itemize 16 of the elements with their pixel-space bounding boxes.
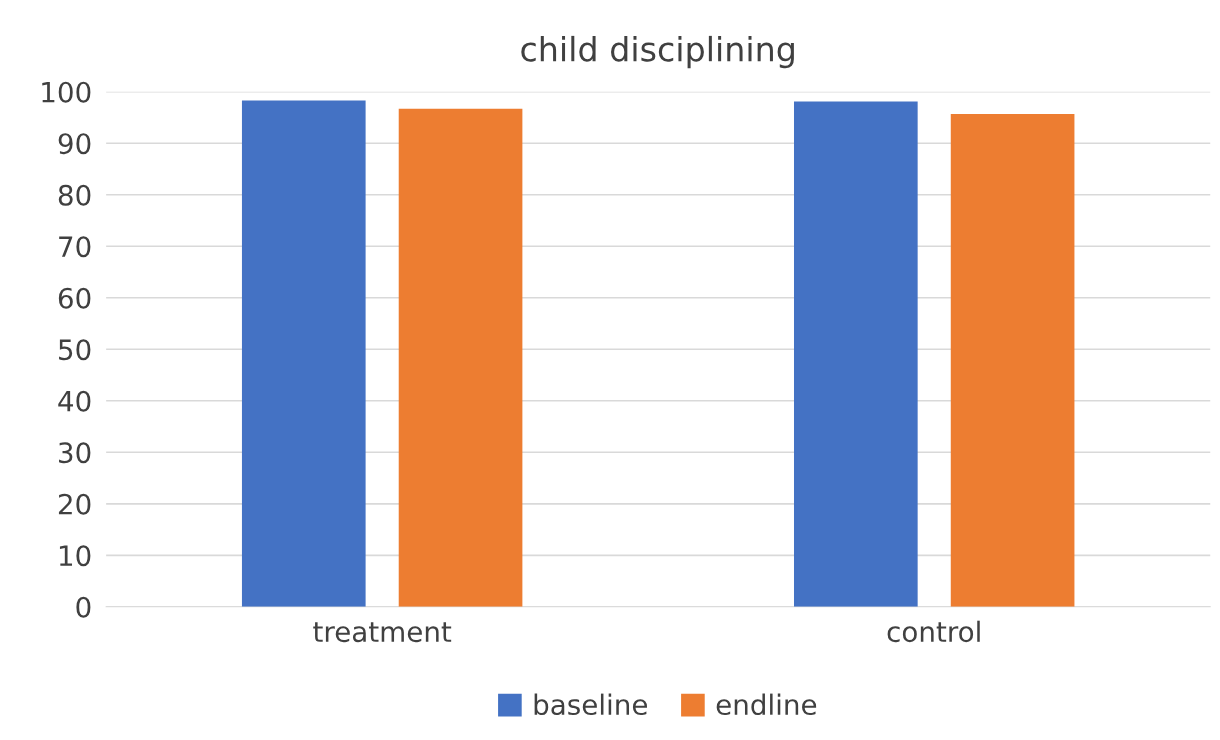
y-tick-label: 50 [59, 339, 91, 361]
x-tick-label: control [887, 620, 980, 643]
legend-label: baseline [534, 693, 647, 716]
y-tick-label: 90 [58, 133, 91, 155]
x-tick-label: treatment [313, 622, 452, 643]
y-tick-label: 10 [59, 545, 91, 567]
y-tick-label: 80 [58, 184, 91, 206]
y-tick-label: 100 [42, 81, 91, 103]
y-tick-label: 60 [58, 287, 91, 309]
legend-label: endline [716, 693, 817, 716]
y-tick-label: 30 [59, 442, 91, 464]
y-tick-label: 0 [76, 596, 91, 618]
chart-title: child disciplining [521, 35, 794, 69]
y-tick-label: 70 [59, 236, 91, 258]
y-tick-label: 40 [58, 390, 91, 412]
y-tick-label: 20 [58, 493, 91, 515]
